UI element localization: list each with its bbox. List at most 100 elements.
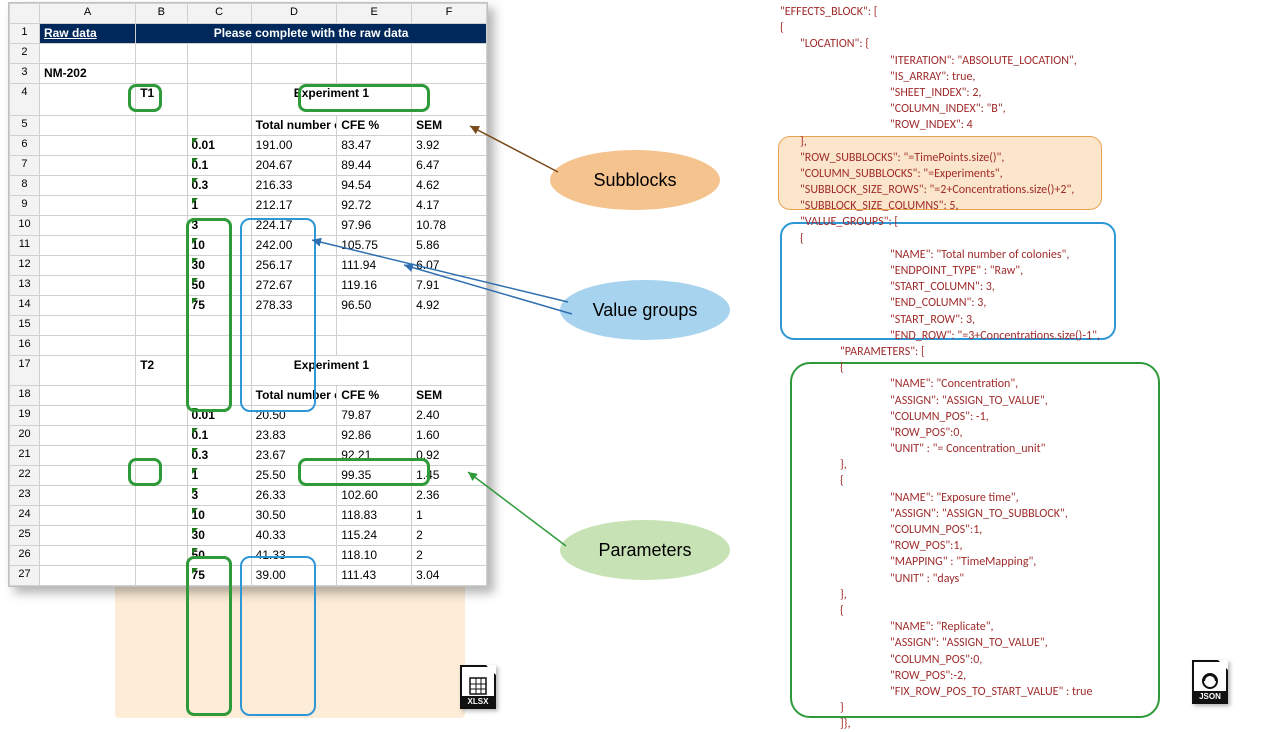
json-line: "NAME": "Concentration", <box>740 376 1250 392</box>
box-vals1 <box>240 218 316 412</box>
rownum: 13 <box>10 276 40 296</box>
json-line: "ASSIGN": "ASSIGN_TO_VALUE", <box>740 635 1250 651</box>
value-cell: 83.47 <box>337 136 412 156</box>
json-line: "COLUMN_INDEX": "B", <box>740 101 1250 117</box>
json-line: "MAPPING" : "TimeMapping", <box>740 554 1250 570</box>
col-label-e-1: CFE % <box>337 116 412 136</box>
col-hdr: E <box>337 4 412 24</box>
concentration-cell: 10 <box>187 506 251 526</box>
json-line: "UNIT" : "days" <box>740 571 1250 587</box>
value-cell: 30.50 <box>251 506 337 526</box>
rownum: 24 <box>10 506 40 526</box>
col-label-e-2: CFE % <box>337 386 412 406</box>
box-conc2 <box>186 556 232 716</box>
value-cell: 216.33 <box>251 176 337 196</box>
table-row: 241030.50118.831 <box>10 506 487 526</box>
value-cell: 6.07 <box>412 256 487 276</box>
col-label-f-1: SEM <box>412 116 487 136</box>
concentration-cell: 3 <box>187 486 251 506</box>
value-cell: 2 <box>412 526 487 546</box>
value-cell: 118.10 <box>337 546 412 566</box>
rownum: 7 <box>10 156 40 176</box>
json-line: { <box>740 473 1250 489</box>
json-line: "UNIT" : "= Concentration_unit" <box>740 441 1250 457</box>
callout-parameters: Parameters <box>560 520 730 580</box>
json-line: { <box>740 603 1250 619</box>
value-cell: 111.43 <box>337 566 412 586</box>
json-line: "LOCATION": { <box>740 36 1250 52</box>
value-cell: 79.87 <box>337 406 412 426</box>
value-cell: 92.86 <box>337 426 412 446</box>
json-line: "END_ROW": "=3+Concentrations.size()-1", <box>740 328 1250 344</box>
value-cell: 10.78 <box>412 216 487 236</box>
json-line: } <box>740 700 1250 716</box>
rownum: 25 <box>10 526 40 546</box>
json-line: "IS_ARRAY": true, <box>740 69 1250 85</box>
concentration-cell: 0.01 <box>187 136 251 156</box>
json-line: }, <box>740 457 1250 473</box>
json-line: }, <box>740 587 1250 603</box>
callout-subblocks: Subblocks <box>550 150 720 210</box>
json-line: "FIX_ROW_POS_TO_START_VALUE" : true <box>740 684 1250 700</box>
table-row: 25 3040.33115.242 <box>10 526 487 546</box>
json-line: { <box>740 360 1250 376</box>
value-cell: 4.17 <box>412 196 487 216</box>
box-vals2 <box>240 556 316 716</box>
col-header-row: A B C D E F <box>10 4 487 24</box>
value-cell: 23.83 <box>251 426 337 446</box>
concentration-cell: 0.3 <box>187 176 251 196</box>
value-cell: 4.62 <box>412 176 487 196</box>
concentration-cell: 0.1 <box>187 156 251 176</box>
rownum: 5 <box>10 116 40 136</box>
rownum: 14 <box>10 296 40 316</box>
xlsx-tag: XLSX <box>462 696 494 707</box>
json-line: "SUBBLOCK_SIZE_ROWS": "=2+Concentrations… <box>740 182 1250 198</box>
value-cell: 40.33 <box>251 526 337 546</box>
value-cell: 7.91 <box>412 276 487 296</box>
json-line: "NAME": "Replicate", <box>740 619 1250 635</box>
value-cell: 191.00 <box>251 136 337 156</box>
json-line: "ASSIGN": "ASSIGN_TO_SUBBLOCK", <box>740 506 1250 522</box>
value-cell: 119.16 <box>337 276 412 296</box>
json-line: "ROW_POS":1, <box>740 538 1250 554</box>
json-line: "END_COLUMN": 3, <box>740 295 1250 311</box>
value-cell: 94.54 <box>337 176 412 196</box>
rownum: 1 <box>10 24 40 44</box>
value-cell: 26.33 <box>251 486 337 506</box>
box-exp2 <box>298 458 430 486</box>
value-cell: 105.75 <box>337 236 412 256</box>
json-line: }, <box>740 134 1250 150</box>
rownum: 4 <box>10 84 40 116</box>
timepoint-label-2: T2 <box>136 356 187 386</box>
json-line: "VALUE_GROUPS": [ <box>740 214 1250 230</box>
rownum: 15 <box>10 316 40 336</box>
title-row: 1 Raw data Please complete with the raw … <box>10 24 487 44</box>
value-cell: 3.04 <box>412 566 487 586</box>
value-cell: 118.83 <box>337 506 412 526</box>
value-cell: 204.67 <box>251 156 337 176</box>
json-line: "COLUMN_SUBBLOCKS": "=Experiments", <box>740 166 1250 182</box>
table-row: 200.123.8392.861.60 <box>10 426 487 446</box>
json-line: "ROW_INDEX": 4 <box>740 117 1250 133</box>
json-line: "SHEET_INDEX": 2, <box>740 85 1250 101</box>
json-line: "ENDPOINT_TYPE" : "Raw", <box>740 263 1250 279</box>
value-cell: 6.47 <box>412 156 487 176</box>
json-line: { <box>740 20 1250 36</box>
concentration-cell: 0.3 <box>187 446 251 466</box>
rownum: 16 <box>10 336 40 356</box>
value-cell: 3.92 <box>412 136 487 156</box>
value-cell: 5.86 <box>412 236 487 256</box>
title-rest: Please complete with the raw data <box>136 24 487 44</box>
concentration-cell: 0.1 <box>187 426 251 446</box>
raw-data-label: Raw data <box>39 24 135 44</box>
rownum: 10 <box>10 216 40 236</box>
value-cell: 89.44 <box>337 156 412 176</box>
rownum: 19 <box>10 406 40 426</box>
rownum: 3 <box>10 64 40 84</box>
rownum: 8 <box>10 176 40 196</box>
json-line: "ROW_POS":0, <box>740 425 1250 441</box>
value-cell: 115.24 <box>337 526 412 546</box>
concentration-cell: 30 <box>187 526 251 546</box>
value-cell: 2.36 <box>412 486 487 506</box>
json-line: "COLUMN_POS":1, <box>740 522 1250 538</box>
